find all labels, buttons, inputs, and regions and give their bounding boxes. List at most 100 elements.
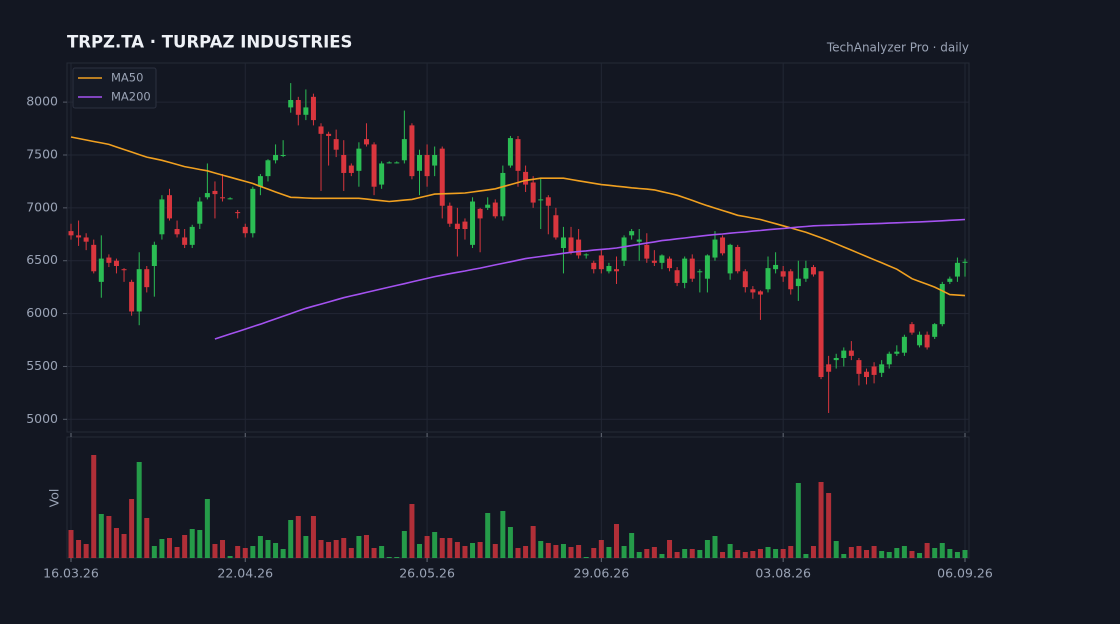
volume-bar xyxy=(288,520,294,558)
volume-bar xyxy=(598,540,604,558)
volume-bar xyxy=(227,556,233,558)
legend-label: MA50 xyxy=(111,71,143,85)
candle-body xyxy=(788,271,794,290)
candle-body xyxy=(189,226,195,245)
candle-body xyxy=(447,205,453,224)
volume-bar xyxy=(182,535,188,558)
candle-body xyxy=(894,351,900,354)
volume-bar xyxy=(795,483,801,558)
volume-bar xyxy=(856,546,862,558)
candle-body xyxy=(742,271,748,288)
candle-body xyxy=(629,231,635,236)
candle-body xyxy=(651,260,657,263)
candle-body xyxy=(113,260,119,267)
y-tick-label: 5000 xyxy=(26,411,58,426)
volume-bar xyxy=(886,552,892,558)
chart-subtitle: TechAnalyzer Pro · daily xyxy=(826,41,969,55)
volume-bar xyxy=(954,552,960,558)
candle-body xyxy=(68,231,74,236)
volume-bar xyxy=(871,546,877,558)
volume-bar xyxy=(454,542,460,558)
volume-bar xyxy=(674,552,680,558)
candle-body xyxy=(424,154,430,177)
volume-bar xyxy=(113,528,119,558)
volume-bar xyxy=(257,536,263,558)
volume-bar xyxy=(265,540,271,558)
candle-body xyxy=(621,237,627,261)
volume-bar xyxy=(568,547,574,558)
candle-body xyxy=(409,125,415,177)
volume-bar xyxy=(166,538,172,558)
y-tick-label: 6500 xyxy=(26,252,58,267)
candle-body xyxy=(932,324,938,337)
candle-body xyxy=(576,239,582,256)
candle-body xyxy=(962,261,968,263)
ma-line xyxy=(214,218,966,340)
candle-body xyxy=(454,223,460,229)
volume-bar xyxy=(682,549,688,558)
volume-bar xyxy=(76,540,82,558)
volume-bar xyxy=(273,543,279,558)
candle-body xyxy=(553,215,559,238)
volume-bar xyxy=(341,538,347,558)
volume-bar xyxy=(947,549,953,558)
candle-body xyxy=(864,371,870,378)
candle-body xyxy=(613,269,619,272)
volume-bar xyxy=(500,511,506,558)
x-tick-label: 06.09.26 xyxy=(937,566,993,581)
candle-body xyxy=(757,291,763,295)
volume-bar xyxy=(704,540,710,558)
volume-bar xyxy=(848,547,854,558)
candle-body xyxy=(371,144,377,187)
candle-body xyxy=(583,254,589,256)
candle-body xyxy=(76,235,82,238)
candle-body xyxy=(356,148,362,171)
candle-body xyxy=(939,283,945,325)
candle-body xyxy=(227,198,233,200)
candle-body xyxy=(166,195,172,219)
volume-bar xyxy=(841,554,847,558)
volume-bar xyxy=(492,544,498,558)
volume-bar xyxy=(363,535,369,558)
candle-body xyxy=(727,244,733,274)
candle-body xyxy=(856,360,862,374)
volume-bar xyxy=(439,538,445,558)
volume-bar xyxy=(477,542,483,558)
volume-bar xyxy=(417,544,423,558)
y-tick-label: 7500 xyxy=(26,146,58,161)
volume-bar xyxy=(485,513,491,558)
volume-bar xyxy=(735,550,741,558)
volume-bar xyxy=(917,553,923,558)
grid: 5000 5500 6000 6500 7000 7500 8000 16.03.26 22.0… xyxy=(26,63,993,581)
candle-body xyxy=(197,201,203,224)
volume-bar xyxy=(818,482,824,558)
volume-bar xyxy=(470,543,476,558)
volume-bar xyxy=(106,516,112,558)
volume-bar xyxy=(644,549,650,558)
candle-body xyxy=(954,262,960,277)
candle-body xyxy=(879,364,885,373)
volume-bar xyxy=(788,546,794,558)
candle-body xyxy=(765,268,771,290)
candle-body xyxy=(144,269,150,288)
candle-body xyxy=(265,160,271,177)
volume-bar xyxy=(538,541,544,558)
volume-bar xyxy=(98,514,104,558)
candle-body xyxy=(394,162,400,164)
volume-bar xyxy=(318,540,324,558)
candle-body xyxy=(810,267,816,275)
price-frame xyxy=(66,62,970,433)
candle-body xyxy=(492,202,498,217)
y-tick-label: 7000 xyxy=(26,199,58,214)
candle-body xyxy=(310,96,316,121)
x-tick-label: 22.04.26 xyxy=(217,566,273,581)
candle-body xyxy=(500,172,506,217)
candle-body xyxy=(909,324,915,333)
volume-bar xyxy=(651,547,657,558)
candle-body xyxy=(924,334,930,348)
candle-body xyxy=(667,258,673,269)
volume-bar xyxy=(356,536,362,558)
candle-body xyxy=(220,197,226,199)
volume-bar xyxy=(773,549,779,558)
